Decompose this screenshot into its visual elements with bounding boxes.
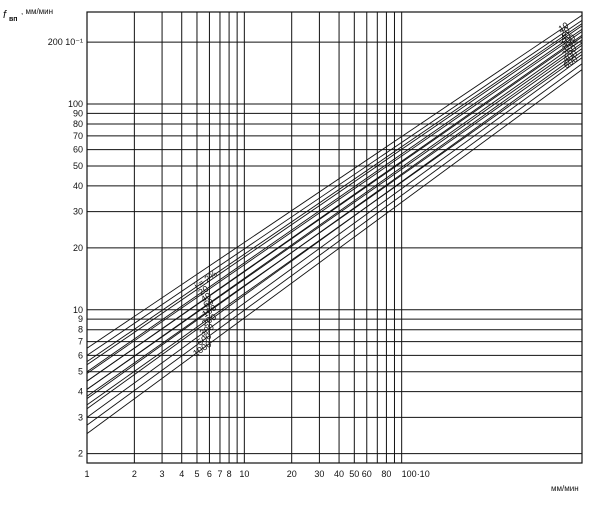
series-label-upper: 20: [558, 24, 572, 38]
horizontal-gridlines: [87, 41, 582, 455]
series-line-upper: [86, 48, 583, 397]
x-tick-label: 50: [349, 469, 359, 479]
y-tick-label: 8: [78, 325, 83, 335]
x-tick-label: 10: [239, 469, 249, 479]
y-tick-label: 60: [73, 145, 83, 155]
y-tick-label: 200 10⁻¹: [48, 37, 83, 47]
series-line-lower: [86, 57, 583, 418]
x-tick-label: 30: [314, 469, 324, 479]
x-tick-label: 5: [194, 469, 199, 479]
y-tick-label: 30: [73, 207, 83, 217]
y-tick-label: 3: [78, 412, 83, 422]
x-tick-label: 7: [217, 469, 222, 479]
y-tick-label: 7: [78, 337, 83, 347]
y-tick-label: 4: [78, 387, 83, 397]
series-label-upper: 10: [556, 20, 570, 34]
x-tick-label: 80: [381, 469, 391, 479]
x-tick-label: 100·10: [402, 469, 430, 479]
series-line-lower: [86, 63, 583, 426]
y-tick-label: 20: [73, 243, 83, 253]
series-line-upper: [86, 14, 583, 349]
x-tick-label: 8: [227, 469, 232, 479]
series-line-upper: [86, 54, 583, 406]
y-tick-label: 10: [73, 305, 83, 315]
x-tick-label: 3: [160, 469, 165, 479]
x-tick-label: 2: [132, 469, 137, 479]
y-tick-label: 9: [78, 314, 83, 324]
series-line-upper: [86, 42, 583, 390]
series-line-upper: [86, 31, 583, 374]
x-tick-label: 40: [334, 469, 344, 479]
y-tick-label: 80: [73, 119, 83, 129]
x-tick-labels: 1 2 3 4 5 6 7 8 10 20 30 40 50 60 80 100·10: [84, 469, 429, 479]
series-label-lower: 20: [196, 284, 210, 298]
y-tick-label: 100: [68, 99, 83, 109]
series-line-upper: [86, 20, 583, 356]
x-tick-label: 1: [84, 469, 89, 479]
x-axis-label: мм/мин: [551, 484, 579, 493]
y-tick-label: 40: [73, 181, 83, 191]
y-tick-label: 90: [73, 108, 83, 118]
y-axis-label-subscript: вп: [9, 16, 18, 23]
y-axis-label: f: [3, 9, 7, 21]
series-line-upper: [86, 25, 583, 366]
series-line-upper: [86, 36, 583, 382]
y-tick-label: 5: [78, 367, 83, 377]
series-label-lower: 40: [199, 290, 213, 304]
y-tick-label: 2: [78, 449, 83, 459]
y-axis-unit: , мм/мин: [21, 7, 53, 16]
plot-frame: [86, 11, 583, 464]
x-tick-label: 4: [179, 469, 184, 479]
y-tick-label: 6: [78, 350, 83, 360]
series-line-lower: [86, 69, 583, 434]
series-label-lower: 60: [201, 296, 215, 310]
series-line-lower: [86, 23, 583, 362]
y-tick-label: 50: [73, 161, 83, 171]
vertical-gridlines: [86, 12, 403, 463]
series-lines: [86, 14, 583, 434]
series-label-upper: 40: [558, 30, 572, 44]
x-tick-label: 60: [362, 469, 372, 479]
x-tick-label: 20: [287, 469, 297, 479]
y-tick-label: 70: [73, 131, 83, 141]
x-tick-label: 6: [207, 469, 212, 479]
series-line-lower: [86, 28, 583, 373]
